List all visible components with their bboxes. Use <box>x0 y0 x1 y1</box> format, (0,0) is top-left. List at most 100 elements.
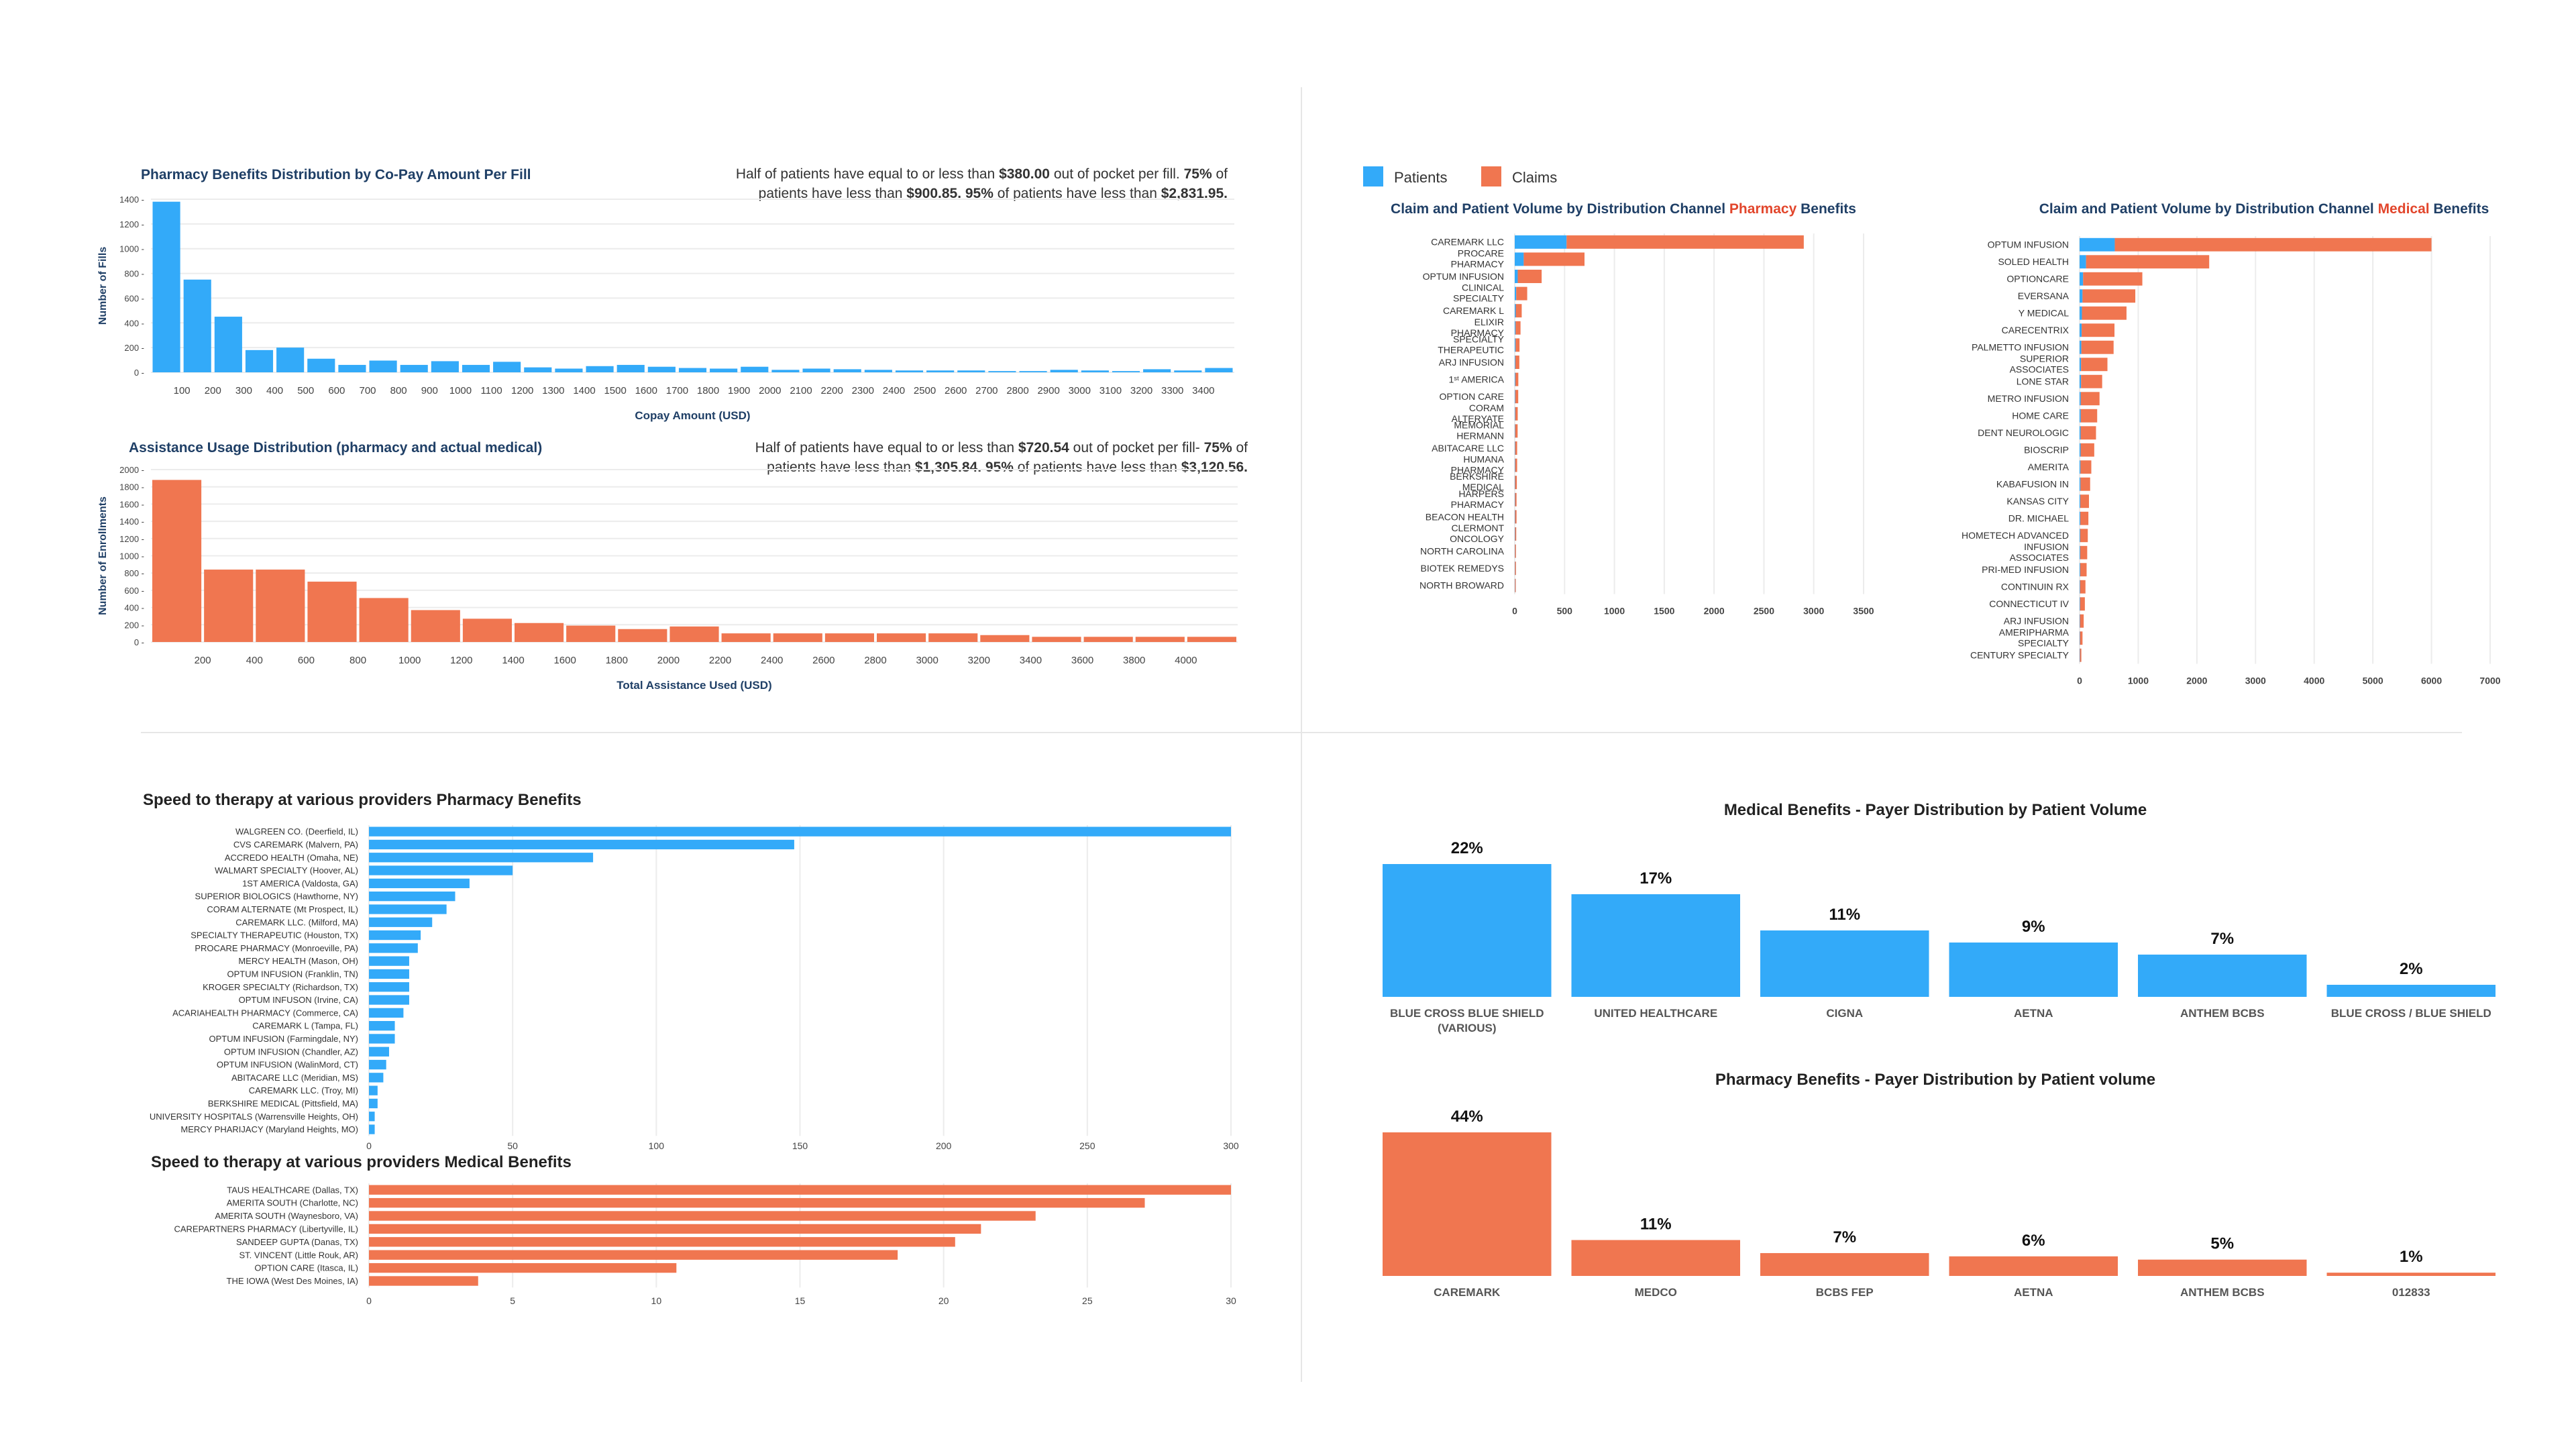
bar-claims <box>2080 443 2094 457</box>
bar <box>877 633 926 642</box>
bar <box>824 633 874 642</box>
bar <box>369 853 594 863</box>
category-label: ABITACARE LLC (Meridian, MS) <box>231 1073 358 1083</box>
summary-note-part: of <box>1232 440 1248 455</box>
x-tick-label: 20 <box>938 1295 949 1306</box>
x-tick-label: 2400 <box>883 385 905 396</box>
x-tick-label: 6000 <box>2421 676 2442 686</box>
data-label: 11% <box>1640 1216 1672 1234</box>
bar-patients <box>2080 374 2082 388</box>
category-label: ELIXIR PHARMACY <box>1451 317 1505 338</box>
title-emphasis-word: Pharmacy <box>1729 201 1797 217</box>
x-tick-label: 3800 <box>1123 655 1145 666</box>
bar <box>152 480 202 642</box>
category-label-line: ASSOCIATES <box>2010 364 2069 374</box>
category-label: OPTUM INFUSON (Irvine, CA) <box>239 995 358 1005</box>
bar <box>369 1008 404 1018</box>
summary-note-part: patients have less than <box>767 460 915 475</box>
y-tick-label: 800 - <box>124 269 144 279</box>
category-label: BEACON HEALTH <box>1426 511 1504 522</box>
bar-claims <box>2080 392 2100 406</box>
x-tick-label: 5000 <box>2363 676 2383 686</box>
bar <box>1949 943 2118 997</box>
bar <box>1205 368 1233 372</box>
legend-patients-label: Patients <box>1394 169 1448 186</box>
bar-claims <box>1566 235 1804 249</box>
pharmacy-channel-volume-chart: Claim and Patient Volume by Distribution… <box>1391 201 1874 616</box>
x-tick-label: 3400 <box>1192 385 1214 396</box>
bar-claims <box>2080 409 2098 423</box>
category-label: WALMART SPECIALTY (Hoover, AL) <box>215 865 358 875</box>
bar <box>369 865 513 875</box>
x-tick-label: 250 <box>1079 1140 1095 1151</box>
category-label: ANTHEM BCBS <box>2180 1007 2265 1020</box>
bar <box>369 904 447 914</box>
bar <box>369 1197 1145 1208</box>
x-tick-label: 1500 <box>1654 606 1674 616</box>
bar <box>647 366 676 372</box>
speed-to-therapy-pharmacy-chart: Speed to therapy at various providers Ph… <box>143 791 1239 1151</box>
x-tick-label: 2600 <box>945 385 967 396</box>
bar-patients <box>2080 409 2081 423</box>
bar-claims <box>2086 255 2210 269</box>
title-emphasis-word: Medical <box>2378 201 2430 217</box>
category-label: BERKSHIRE MEDICAL (Pittsfield, MA) <box>208 1099 358 1109</box>
bar <box>669 626 719 642</box>
x-tick-label: 3500 <box>1853 606 1874 616</box>
category-label: MERCY PHARIJACY (Maryland Heights, MO) <box>180 1124 358 1134</box>
category-label: MEDCO <box>1635 1286 1677 1299</box>
bar-claims <box>1515 527 1517 541</box>
category-label: SUPERIOR ASSOCIATES <box>2010 353 2069 374</box>
data-label: 22% <box>1451 839 1483 857</box>
x-tick-label: 2800 <box>1006 385 1028 396</box>
category-label-line: SUPERIOR <box>2020 353 2069 364</box>
bar-patients <box>2080 323 2082 337</box>
bar <box>369 1046 389 1057</box>
bar <box>369 1263 677 1273</box>
category-label: SPECIALTY THERAPEUTIC <box>1438 333 1504 355</box>
x-tick-label: 10 <box>651 1295 662 1306</box>
bar <box>1019 371 1047 372</box>
bar <box>616 364 645 372</box>
y-tick-label: 1600 - <box>119 499 144 509</box>
category-label: MERCY HEALTH (Mason, OH) <box>238 956 358 966</box>
category-label: CIGNA <box>1826 1007 1863 1020</box>
x-tick-label: 1800 <box>697 385 719 396</box>
summary-note-part: $1,305.84. 95% <box>915 460 1014 475</box>
category-label-line: HARPERS <box>1458 488 1504 499</box>
bar <box>586 366 614 372</box>
category-label: ST. VINCENT (Little Rouk, AR) <box>239 1250 358 1260</box>
y-tick-label: 1200 - <box>119 534 144 544</box>
data-label: 17% <box>1640 869 1672 888</box>
legend-claims-label: Claims <box>1512 169 1557 186</box>
category-label-line: ELIXIR <box>1474 317 1504 327</box>
category-label: DR. MICHAEL <box>2008 513 2069 524</box>
category-label: ARJ INFUSION <box>2004 616 2069 627</box>
y-tick-label: 1000 - <box>119 244 144 254</box>
category-label: KABAFUSION IN <box>1996 479 2069 490</box>
category-label: CORAM ALTERNATE (Mt Prospect, IL) <box>207 904 358 914</box>
x-tick-label: 800 <box>350 655 366 666</box>
bar <box>833 369 861 372</box>
bar-claims <box>2080 529 2088 543</box>
x-tick-label: 2600 <box>812 655 835 666</box>
summary-note-part: out of pocket per fill- <box>1069 440 1204 455</box>
x-tick-label: 700 <box>359 385 376 396</box>
category-label: CAREMARK LLC. (Milford, MA) <box>235 917 358 927</box>
bar-claims <box>1515 476 1517 490</box>
category-label: PROCARE PHARMACY <box>1451 248 1505 269</box>
category-label: AMERITA SOUTH (Charlotte, NC) <box>227 1198 358 1208</box>
bar-patients <box>2080 443 2081 457</box>
category-label: NORTH CAROLINA <box>1420 546 1505 557</box>
x-tick-label: 500 <box>297 385 314 396</box>
legend-patients-swatch <box>1363 166 1383 186</box>
x-tick-label: 0 <box>1512 606 1517 616</box>
category-label: OPTUM INFUSION <box>1988 239 2069 250</box>
category-label: OPTUM INFUSION (WalinMord, CT) <box>217 1060 358 1070</box>
data-label: 2% <box>2400 960 2423 978</box>
bar <box>1174 370 1202 372</box>
bar <box>566 625 616 642</box>
bar <box>431 361 459 372</box>
category-label: OPTIONCARE <box>2006 274 2069 284</box>
summary-note-part: $720.54 <box>1018 440 1069 455</box>
